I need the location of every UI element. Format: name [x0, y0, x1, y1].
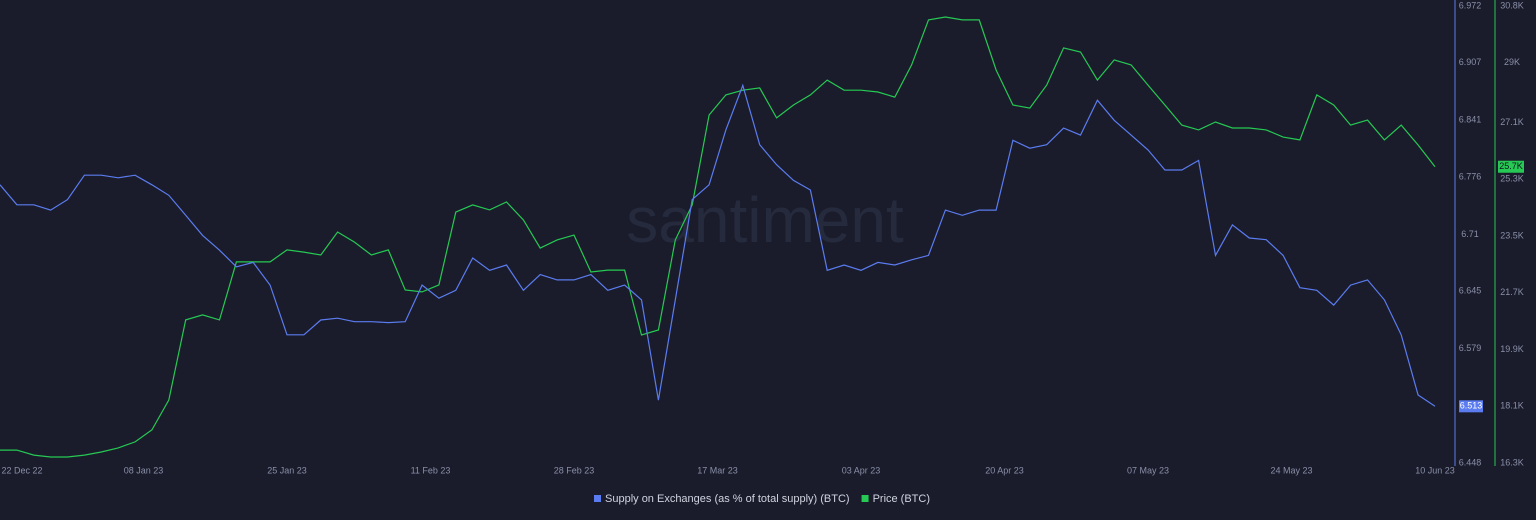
y-tick-label: 6.841 — [1459, 115, 1482, 125]
y2-tick-label: 18.1K — [1500, 401, 1524, 411]
y2-tick-label: 25.3K — [1500, 174, 1524, 184]
y-tick-label: 6.579 — [1459, 343, 1482, 353]
legend-swatch — [861, 495, 869, 502]
series-line — [0, 83, 1436, 407]
x-tick-label: 11 Feb 23 — [411, 465, 451, 475]
y2-tick-label: 21.7K — [1500, 287, 1524, 297]
y2-tick-label: 16.3K — [1500, 457, 1524, 467]
y-tick-label: 6.448 — [1459, 457, 1482, 467]
last-value-label: 6.513 — [1460, 401, 1483, 411]
y2-tick-label: 23.5K — [1500, 230, 1524, 240]
last-value-label: 25.7K — [1499, 161, 1523, 171]
x-tick-label: 07 May 23 — [1127, 465, 1169, 475]
y2-tick-label: 29K — [1504, 57, 1520, 67]
y2-tick-label: 27.1K — [1500, 117, 1524, 127]
x-tick-label: 08 Jan 23 — [124, 465, 164, 475]
y-tick-label: 6.972 — [1459, 0, 1482, 10]
legend-label: Supply on Exchanges (as % of total suppl… — [605, 493, 850, 505]
y-tick-label: 6.71 — [1461, 229, 1479, 239]
y2-tick-label: 30.8K — [1500, 0, 1524, 10]
last-value-badge — [1498, 160, 1524, 173]
x-tick-label: 20 Apr 23 — [985, 465, 1024, 475]
legend-swatch — [594, 495, 601, 502]
last-value-badge — [1459, 400, 1483, 413]
x-tick-label: 17 Mar 23 — [697, 465, 738, 475]
x-tick-label: 24 May 23 — [1270, 465, 1312, 475]
y-tick-label: 6.776 — [1459, 171, 1482, 181]
series-line — [0, 16, 1436, 458]
watermark: santiment — [626, 184, 904, 256]
x-tick-label: 25 Jan 23 — [267, 465, 307, 475]
y-tick-label: 6.907 — [1459, 57, 1482, 67]
x-tick-label: 28 Feb 23 — [554, 465, 595, 475]
x-tick-label: 03 Apr 23 — [842, 465, 881, 475]
x-tick-label: 22 Dec 22 — [1, 465, 42, 475]
legend-label: Price (BTC) — [873, 493, 930, 505]
y-tick-label: 6.645 — [1459, 286, 1482, 296]
y2-tick-label: 19.9K — [1500, 344, 1524, 354]
x-tick-label: 10 Jun 23 — [1415, 465, 1455, 475]
